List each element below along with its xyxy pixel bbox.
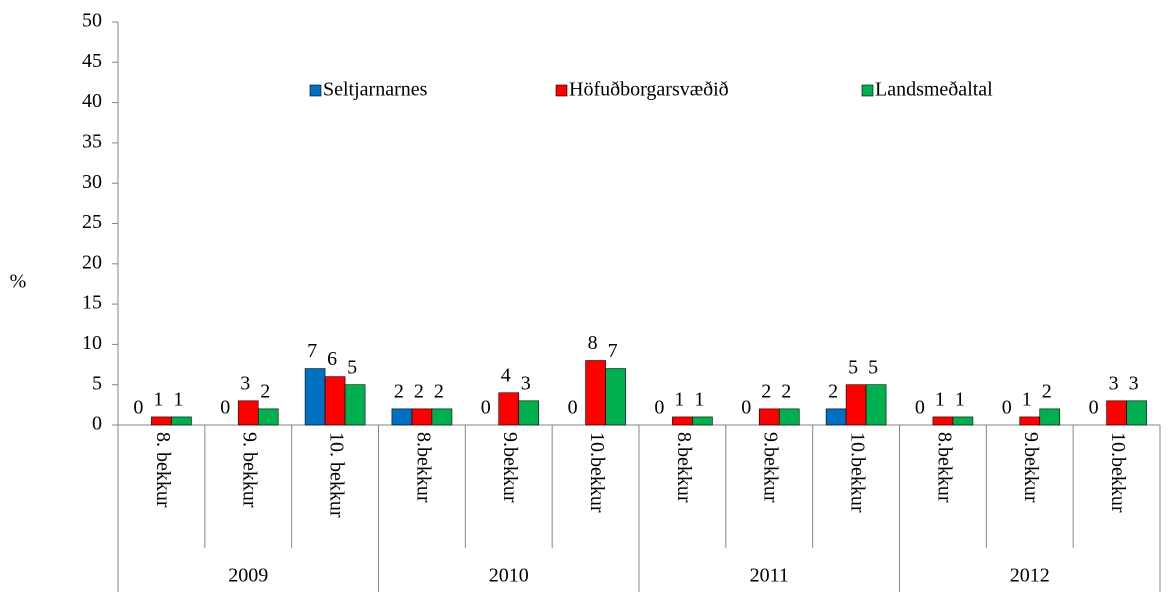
bar <box>171 416 192 426</box>
bar <box>498 392 520 426</box>
bar <box>825 408 847 426</box>
data-label: 5 <box>347 356 357 378</box>
data-label: 3 <box>1129 372 1139 394</box>
data-label: 0 <box>1002 397 1012 419</box>
data-label: 4 <box>501 364 511 386</box>
group-label: 2011 <box>750 565 789 587</box>
legend-label: Höfuðborgarsvæðið <box>569 79 729 101</box>
y-tick-label: 30 <box>82 171 102 193</box>
y-tick-label: 50 <box>82 10 102 32</box>
bar <box>1019 416 1041 426</box>
x-tick-label: 8.bekkur <box>412 432 434 503</box>
data-label: 5 <box>848 356 858 378</box>
bar <box>758 408 780 426</box>
data-label: 2 <box>828 380 838 402</box>
y-axis-label: % <box>10 271 27 293</box>
y-tick-label: 35 <box>82 130 102 152</box>
group-label: 2009 <box>228 565 268 587</box>
bar <box>304 368 326 426</box>
bar <box>1039 408 1061 426</box>
group-label: 2010 <box>489 565 529 587</box>
bar <box>1126 400 1147 426</box>
bar <box>151 416 172 426</box>
legend-label: Seltjarnarnes <box>323 79 428 101</box>
x-tick-label: 10. bekkur <box>325 432 347 518</box>
x-tick-label: 10.bekkur <box>1107 432 1129 513</box>
data-label: 0 <box>220 397 230 419</box>
data-label: 2 <box>781 380 791 402</box>
y-tick-label: 20 <box>82 251 102 273</box>
bar <box>845 384 867 426</box>
data-label: 0 <box>481 397 491 419</box>
data-label: 8 <box>588 332 598 354</box>
y-tick-label: 40 <box>82 90 102 112</box>
bar <box>1106 400 1127 426</box>
bar <box>324 376 346 426</box>
data-label: 1 <box>935 389 945 411</box>
data-label: 1 <box>173 389 183 411</box>
group-label: 2012 <box>1010 565 1050 587</box>
bar <box>605 368 626 426</box>
data-label: 0 <box>915 397 925 419</box>
x-tick-label: 9. bekkur <box>239 432 261 508</box>
x-tick-label: 8.bekkur <box>673 432 695 503</box>
bar <box>778 408 800 426</box>
bar <box>237 400 259 426</box>
bar <box>257 408 279 426</box>
y-tick-label: 45 <box>82 50 102 72</box>
bar <box>952 416 974 426</box>
data-label: 1 <box>1022 389 1032 411</box>
data-label: 2 <box>761 380 771 402</box>
data-label: 1 <box>694 389 704 411</box>
y-tick-label: 5 <box>92 372 102 394</box>
legend-swatch <box>309 84 322 97</box>
data-label: 2 <box>1042 380 1052 402</box>
x-tick-label: 8. bekkur <box>152 432 174 508</box>
y-tick-label: 25 <box>82 211 102 233</box>
data-label: 5 <box>868 356 878 378</box>
bar <box>431 408 453 426</box>
data-label: 7 <box>608 340 618 362</box>
data-label: 6 <box>327 348 337 370</box>
x-tick-label: 10.bekkur <box>586 432 608 513</box>
data-label: 3 <box>1109 372 1119 394</box>
bar <box>932 416 954 426</box>
legend-swatch <box>555 84 568 97</box>
bar <box>672 416 693 426</box>
data-label: 2 <box>434 380 444 402</box>
data-label: 1 <box>153 389 163 411</box>
data-label: 0 <box>741 397 751 419</box>
data-label: 3 <box>240 372 250 394</box>
bar <box>585 360 606 426</box>
data-label: 1 <box>955 389 965 411</box>
x-tick-label: 9.bekkur <box>1020 432 1042 503</box>
legend-swatch <box>861 84 874 97</box>
bar <box>344 384 366 426</box>
data-label: 2 <box>414 380 424 402</box>
y-tick-label: 0 <box>92 413 102 435</box>
bar <box>865 384 887 426</box>
data-label: 3 <box>521 372 531 394</box>
bar <box>411 408 433 426</box>
data-label: 0 <box>1089 397 1099 419</box>
y-tick-label: 15 <box>82 292 102 314</box>
bar <box>692 416 713 426</box>
x-tick-label: 10.bekkur <box>846 432 868 513</box>
data-label: 2 <box>394 380 404 402</box>
y-tick-label: 10 <box>82 332 102 354</box>
bar <box>518 400 540 426</box>
x-tick-label: 9.bekkur <box>760 432 782 503</box>
x-tick-label: 8.bekkur <box>933 432 955 503</box>
data-label: 0 <box>133 397 143 419</box>
data-label: 2 <box>260 380 270 402</box>
legend-label: Landsmeðaltal <box>875 79 993 101</box>
data-label: 1 <box>674 389 684 411</box>
data-label: 0 <box>568 397 578 419</box>
data-label: 7 <box>307 340 317 362</box>
x-tick-label: 9.bekkur <box>499 432 521 503</box>
bar <box>391 408 413 426</box>
data-label: 0 <box>654 397 664 419</box>
